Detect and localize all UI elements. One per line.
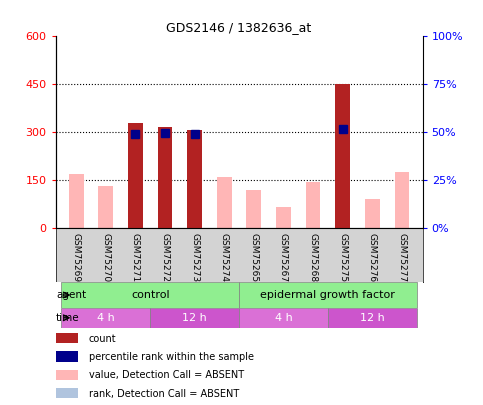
Bar xyxy=(246,190,261,228)
Bar xyxy=(395,172,409,228)
Title: GDS2146 / 1382636_at: GDS2146 / 1382636_at xyxy=(167,21,312,34)
Text: GSM75273: GSM75273 xyxy=(190,233,199,282)
Text: GSM75271: GSM75271 xyxy=(131,233,140,282)
Bar xyxy=(99,186,114,228)
Text: value, Detection Call = ABSENT: value, Detection Call = ABSENT xyxy=(88,371,244,380)
Text: GSM75274: GSM75274 xyxy=(220,233,229,282)
Bar xyxy=(217,177,232,228)
FancyBboxPatch shape xyxy=(239,307,328,328)
FancyBboxPatch shape xyxy=(61,307,150,328)
Text: GSM75275: GSM75275 xyxy=(338,233,347,282)
Text: count: count xyxy=(88,334,116,344)
Bar xyxy=(128,123,143,228)
Text: agent: agent xyxy=(56,290,86,300)
Text: 12 h: 12 h xyxy=(360,313,384,323)
FancyBboxPatch shape xyxy=(61,282,239,307)
Text: 4 h: 4 h xyxy=(275,313,292,323)
Bar xyxy=(365,199,380,228)
Bar xyxy=(56,370,78,380)
Text: epidermal growth factor: epidermal growth factor xyxy=(260,290,395,300)
Bar xyxy=(157,127,172,228)
Bar xyxy=(56,352,78,362)
FancyBboxPatch shape xyxy=(239,282,417,307)
Text: GSM75269: GSM75269 xyxy=(72,233,81,282)
Text: percentile rank within the sample: percentile rank within the sample xyxy=(88,352,254,362)
Text: GSM75270: GSM75270 xyxy=(101,233,111,282)
Text: 4 h: 4 h xyxy=(97,313,115,323)
Text: GSM75265: GSM75265 xyxy=(249,233,258,282)
Bar xyxy=(276,207,291,228)
Text: time: time xyxy=(56,313,80,323)
FancyBboxPatch shape xyxy=(328,307,417,328)
Text: control: control xyxy=(131,290,170,300)
Bar xyxy=(69,174,84,228)
Text: rank, Detection Call = ABSENT: rank, Detection Call = ABSENT xyxy=(88,389,239,399)
Text: GSM75276: GSM75276 xyxy=(368,233,377,282)
Text: GSM75267: GSM75267 xyxy=(279,233,288,282)
Text: GSM75277: GSM75277 xyxy=(398,233,406,282)
Text: GSM75272: GSM75272 xyxy=(160,233,170,282)
Text: GSM75268: GSM75268 xyxy=(309,233,318,282)
Bar xyxy=(187,130,202,228)
Text: 12 h: 12 h xyxy=(182,313,207,323)
FancyBboxPatch shape xyxy=(150,307,239,328)
Bar xyxy=(306,181,321,228)
Bar xyxy=(56,388,78,398)
Bar xyxy=(56,333,78,343)
Bar xyxy=(335,84,350,228)
